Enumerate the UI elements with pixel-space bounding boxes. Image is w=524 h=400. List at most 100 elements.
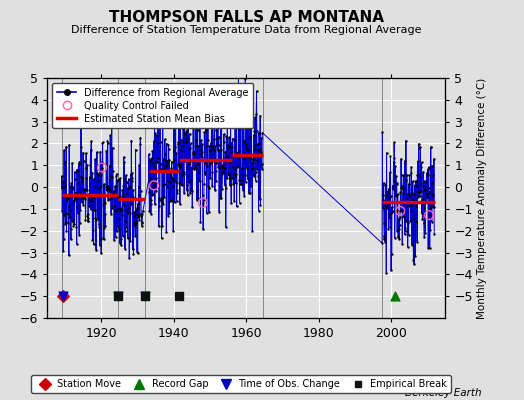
Point [61, 221, 70, 228]
Point [215, 195, 224, 201]
Point [188, 188, 196, 194]
Point [389, 159, 398, 165]
Point [126, 183, 134, 189]
Point [112, 173, 121, 179]
Point [194, 161, 202, 167]
Point [198, 140, 206, 147]
Point [110, 188, 118, 194]
Point [181, 131, 190, 138]
Point [135, 162, 144, 168]
Point [133, 248, 141, 255]
Point [203, 158, 211, 164]
Point [97, 159, 106, 165]
Point [227, 140, 236, 146]
Point [91, 156, 100, 162]
Point [86, 162, 94, 168]
Point [134, 213, 143, 220]
Point [429, 204, 437, 210]
Point [248, 228, 257, 234]
Point [226, 110, 235, 116]
Point [146, 175, 154, 181]
Point [110, 237, 118, 243]
Point [233, 149, 241, 156]
Point [106, 132, 114, 138]
Point [93, 149, 101, 155]
Point [412, 218, 421, 225]
Point [75, 159, 84, 165]
Point [182, 187, 191, 194]
Point [231, 122, 239, 129]
Point [423, 191, 431, 198]
Point [422, 199, 431, 206]
Point [168, 158, 176, 165]
Point [78, 194, 86, 201]
Point [112, 208, 120, 214]
Point [127, 174, 136, 181]
Point [402, 138, 410, 144]
Point [64, 211, 72, 218]
Point [137, 197, 145, 204]
Point [149, 184, 157, 190]
Point [389, 182, 397, 189]
Point [257, 148, 265, 155]
Point [193, 197, 201, 204]
Point [68, 160, 77, 166]
Point [100, 199, 108, 206]
Point [201, 171, 209, 177]
Point [166, 171, 174, 178]
Point [403, 195, 411, 202]
Text: Berkeley Earth: Berkeley Earth [406, 388, 482, 398]
Point [218, 171, 226, 178]
Point [114, 194, 122, 200]
Point [206, 140, 215, 146]
Point [175, 180, 183, 186]
Point [104, 197, 112, 204]
Point [116, 175, 124, 181]
Point [230, 152, 238, 159]
Point [193, 111, 202, 117]
Point [255, 208, 263, 214]
Point [154, 140, 162, 146]
Point [393, 228, 401, 234]
Point [421, 186, 429, 193]
Point [133, 205, 141, 212]
Point [137, 213, 146, 220]
Point [241, 172, 249, 178]
Point [181, 123, 189, 130]
Point [157, 166, 166, 173]
Point [257, 161, 266, 168]
Point [401, 224, 409, 231]
Point [59, 248, 68, 254]
Point [399, 186, 408, 192]
Point [219, 164, 227, 170]
Point [191, 142, 200, 149]
Point [122, 179, 130, 186]
Point [244, 154, 253, 160]
Point [424, 245, 432, 251]
Point [95, 169, 104, 175]
Point [122, 224, 130, 230]
Point [150, 163, 158, 169]
Point [156, 111, 164, 118]
Point [80, 196, 89, 202]
Point [127, 201, 135, 208]
Point [179, 126, 188, 132]
Point [217, 186, 226, 192]
Point [401, 228, 410, 234]
Point [156, 197, 164, 204]
Point [110, 203, 118, 210]
Point [241, 138, 249, 144]
Point [94, 172, 103, 178]
Point [124, 235, 132, 242]
Point [228, 135, 237, 142]
Point [171, 118, 180, 125]
Point [71, 196, 80, 202]
Point [84, 218, 92, 224]
Point [401, 158, 409, 164]
Point [210, 136, 219, 142]
Point [170, 157, 178, 164]
Point [235, 148, 243, 154]
Point [385, 186, 393, 192]
Point [419, 169, 427, 175]
Point [206, 148, 214, 154]
